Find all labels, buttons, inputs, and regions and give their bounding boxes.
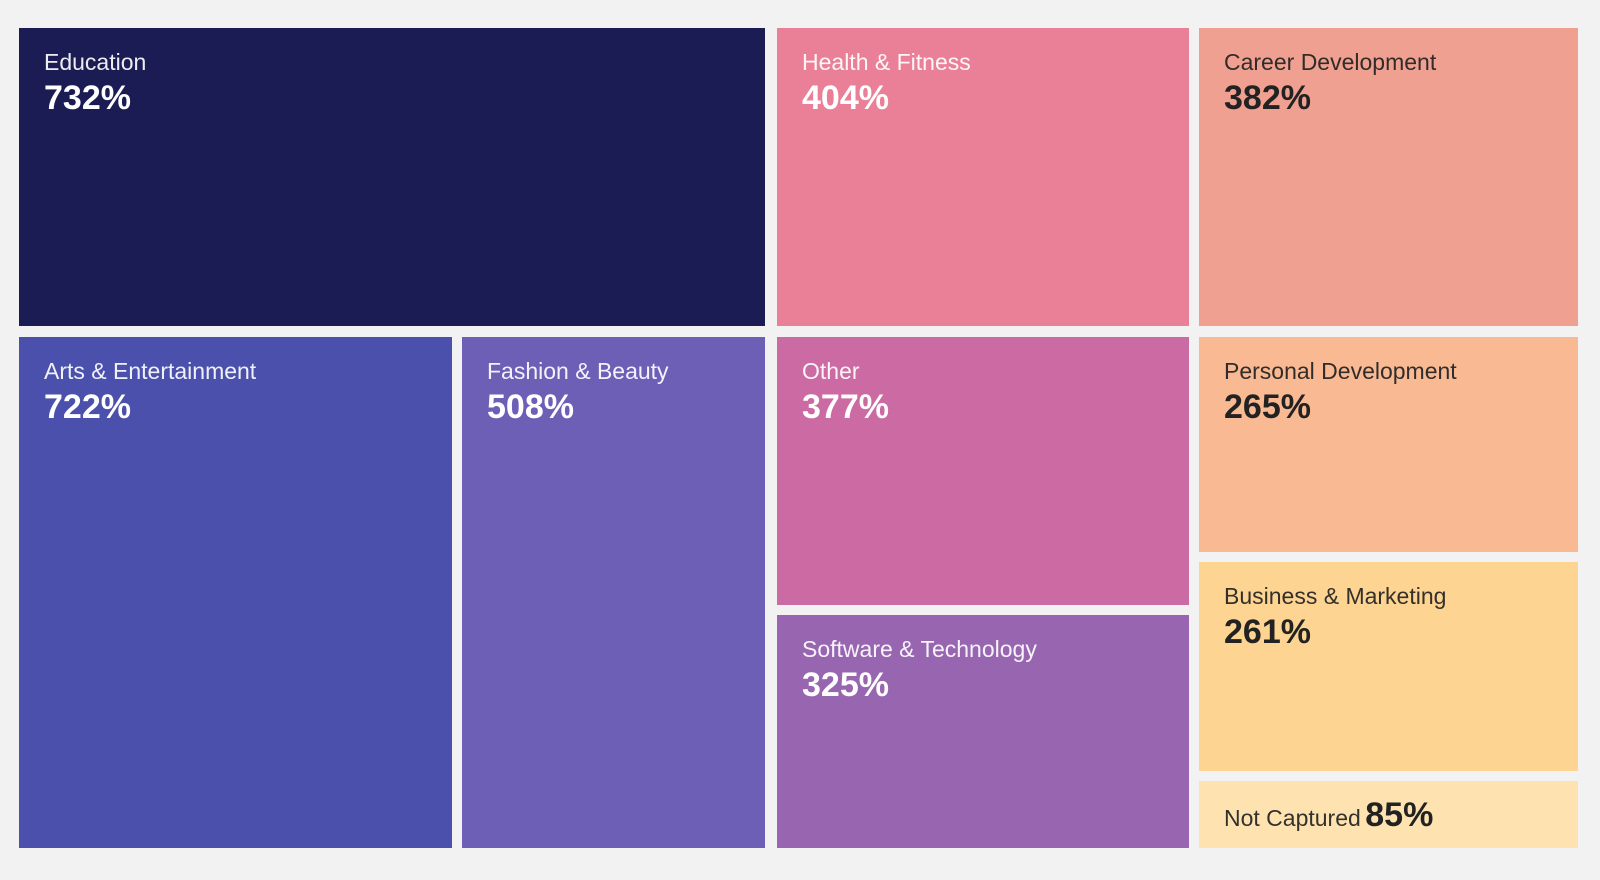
tile-label: Personal Development (1224, 358, 1457, 384)
tile-value: 265% (1224, 387, 1311, 426)
tile-label: Not Captured (1224, 805, 1361, 831)
treemap-tile-not-captured[interactable]: Not Captured 85% (1199, 781, 1578, 848)
tile-label: Education (44, 49, 147, 75)
tile-label: Software & Technology (802, 636, 1037, 662)
treemap-tile-career-development[interactable]: Career Development 382% (1199, 28, 1578, 326)
treemap-tile-software-technology[interactable]: Software & Technology 325% (777, 615, 1189, 848)
tile-label: Arts & Entertainment (44, 358, 257, 384)
treemap-tile-fashion-beauty[interactable]: Fashion & Beauty 508% (462, 337, 765, 848)
treemap-tile-education[interactable]: Education 732% (19, 28, 765, 326)
tile-value: 404% (802, 78, 889, 117)
treemap-tile-business-marketing[interactable]: Business & Marketing 261% (1199, 562, 1578, 771)
tile-label: Business & Marketing (1224, 583, 1447, 609)
treemap-tile-other[interactable]: Other 377% (777, 337, 1189, 605)
tile-value: 722% (44, 387, 131, 426)
tile-value: 261% (1224, 612, 1311, 651)
treemap-tile-personal-development[interactable]: Personal Development 265% (1199, 337, 1578, 552)
tile-value: 732% (44, 78, 131, 117)
treemap-tile-arts-entertainment[interactable]: Arts & Entertainment 722% (19, 337, 452, 848)
tile-value: 382% (1224, 78, 1311, 117)
tile-label: Fashion & Beauty (487, 358, 669, 384)
tile-value: 85% (1365, 796, 1434, 834)
tile-value: 325% (802, 665, 889, 704)
tile-label: Health & Fitness (802, 49, 971, 75)
treemap-tile-health-fitness[interactable]: Health & Fitness 404% (777, 28, 1189, 326)
tile-value: 508% (487, 387, 574, 426)
tile-label: Other (802, 358, 860, 384)
tile-label: Career Development (1224, 49, 1437, 75)
tile-value: 377% (802, 387, 889, 426)
